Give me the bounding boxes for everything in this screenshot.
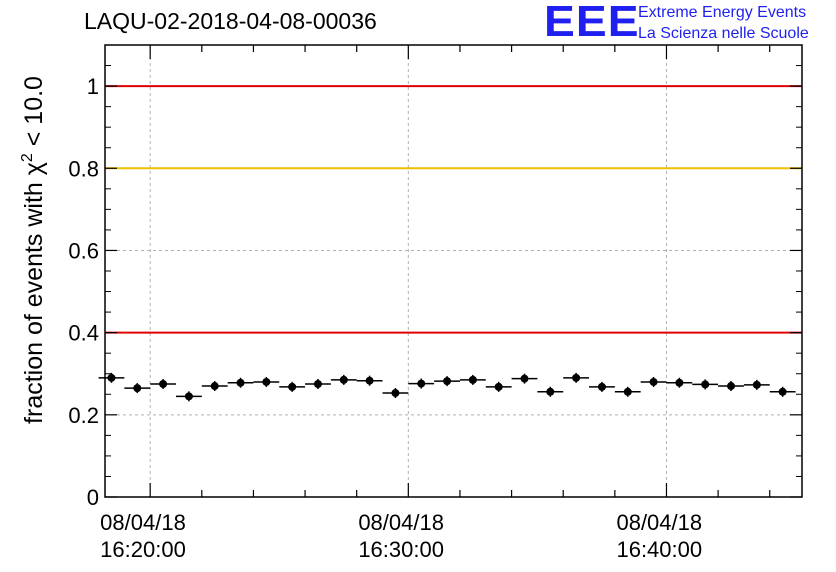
eee-logo-line2: La Scienza nelle Scuole bbox=[638, 25, 809, 42]
plot-frame bbox=[104, 44, 803, 498]
data-point-marker bbox=[572, 373, 581, 382]
x-tick-date-label: 08/04/18 bbox=[100, 510, 186, 535]
data-point bbox=[589, 381, 615, 392]
data-point bbox=[485, 381, 512, 392]
y-axis-label-group: fraction of events with χ2 < 10.0 bbox=[19, 76, 48, 424]
data-point-marker bbox=[159, 380, 168, 388]
eee-logo-mark: EEE bbox=[544, 0, 640, 46]
data-points bbox=[98, 372, 796, 402]
data-point bbox=[718, 381, 744, 392]
data-point bbox=[98, 372, 125, 383]
data-point bbox=[640, 376, 667, 387]
data-point-marker bbox=[443, 377, 452, 386]
data-point-marker bbox=[365, 376, 374, 385]
data-point bbox=[408, 378, 435, 389]
grid-lines bbox=[105, 45, 802, 497]
x-tick-time-label: 16:30:00 bbox=[358, 537, 444, 562]
data-point-marker bbox=[210, 382, 219, 391]
data-point bbox=[382, 388, 409, 399]
data-point bbox=[253, 376, 280, 387]
y-axis-ticks: 0 0.2 0.4 0.6 0.8 1 bbox=[68, 65, 802, 510]
data-point bbox=[150, 379, 176, 389]
y-axis-label: fraction of events with χ2 < 10.0 bbox=[19, 76, 48, 424]
data-point-marker bbox=[546, 387, 555, 396]
x-tick-date-label: 08/04/18 bbox=[358, 510, 444, 535]
data-point-marker bbox=[494, 382, 503, 391]
x-axis-ticks: 08/04/1816:20:0008/04/1816:30:0008/04/18… bbox=[100, 45, 771, 562]
data-point bbox=[459, 374, 486, 385]
x-tick-time-label: 16:20:00 bbox=[100, 537, 186, 562]
data-point bbox=[511, 373, 538, 384]
data-point-marker bbox=[623, 387, 632, 396]
data-point bbox=[279, 381, 306, 392]
eee-logo: EEE Extreme Energy Events La Scienza nel… bbox=[544, 0, 834, 46]
data-point-marker bbox=[597, 382, 606, 391]
data-point-marker bbox=[339, 375, 348, 384]
data-point-marker bbox=[675, 378, 684, 387]
data-point bbox=[201, 381, 228, 392]
data-point-marker bbox=[727, 382, 736, 391]
data-point-marker bbox=[313, 380, 322, 388]
data-point bbox=[537, 386, 564, 397]
data-point-marker bbox=[236, 378, 245, 387]
data-point-marker bbox=[520, 374, 529, 383]
data-point bbox=[666, 377, 693, 388]
y-tick-label: 1 bbox=[87, 74, 99, 99]
data-point bbox=[434, 376, 460, 387]
data-point-marker bbox=[107, 373, 116, 382]
y-tick-label: 0.4 bbox=[68, 321, 99, 346]
data-point-marker bbox=[391, 389, 400, 398]
data-point-marker bbox=[649, 377, 658, 386]
data-point bbox=[356, 375, 383, 386]
data-point-marker bbox=[468, 375, 477, 384]
y-tick-label: 0.8 bbox=[68, 156, 99, 181]
chart-title: LAQU-02-2018-04-08-00036 bbox=[84, 8, 377, 34]
data-point-marker bbox=[288, 382, 297, 391]
data-point bbox=[330, 374, 357, 385]
data-point bbox=[305, 379, 331, 389]
x-tick-time-label: 16:40:00 bbox=[616, 537, 702, 562]
data-point-marker bbox=[752, 380, 761, 389]
data-point bbox=[614, 386, 641, 397]
data-point-marker bbox=[184, 392, 193, 401]
data-point-marker bbox=[701, 380, 710, 389]
eee-logo-line1: Extreme Energy Events bbox=[638, 4, 807, 21]
x-tick-date-label: 08/04/18 bbox=[616, 510, 702, 535]
data-point bbox=[743, 379, 770, 390]
data-point-marker bbox=[133, 384, 142, 393]
data-point bbox=[124, 383, 151, 394]
data-point-marker bbox=[778, 387, 787, 396]
reference-lines bbox=[105, 85, 802, 334]
data-point bbox=[563, 372, 590, 383]
y-tick-label: 0 bbox=[87, 485, 99, 510]
y-tick-label: 0.6 bbox=[68, 238, 99, 263]
y-tick-label: 0.2 bbox=[68, 403, 99, 428]
data-point bbox=[227, 377, 254, 388]
data-point bbox=[692, 379, 719, 390]
data-point bbox=[769, 386, 796, 397]
data-point bbox=[175, 391, 202, 402]
data-point-marker bbox=[262, 377, 271, 386]
data-point-marker bbox=[417, 379, 426, 388]
